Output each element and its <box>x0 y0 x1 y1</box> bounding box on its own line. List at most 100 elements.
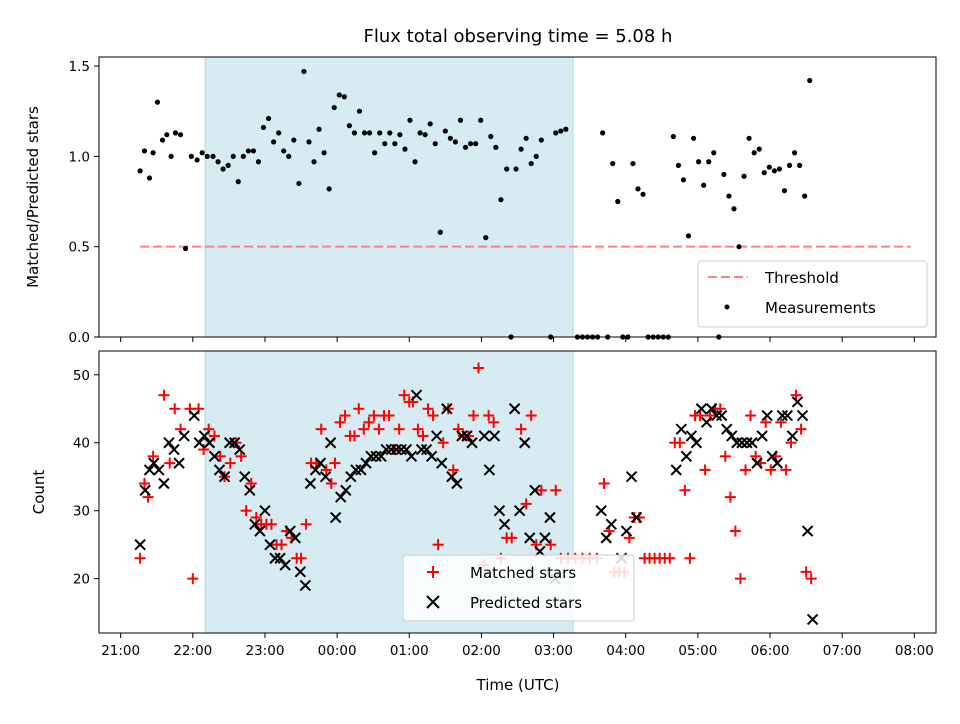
matched-star-point <box>790 389 802 401</box>
measurement-point <box>680 177 687 183</box>
measurement-point <box>447 135 453 141</box>
bottom-y-tick-label: 40 <box>73 436 90 452</box>
bottom-legend-box <box>402 554 635 622</box>
predicted-star-point <box>139 484 151 497</box>
predicted-star-point <box>244 484 256 497</box>
measurement-point <box>493 144 499 150</box>
predicted-star-point <box>228 437 241 449</box>
predicted-star-point <box>539 532 551 544</box>
measurement-point <box>498 197 504 203</box>
measurement-point <box>361 130 368 136</box>
matched-star-point <box>427 410 439 422</box>
matched-star-point <box>295 552 307 564</box>
x-tick-label: 22:00 <box>173 643 212 659</box>
predicted-star-point <box>751 457 763 469</box>
measurement-point <box>141 148 148 154</box>
measurement-point <box>387 130 393 136</box>
measurement-point <box>392 141 398 147</box>
matched-star-point <box>535 484 547 496</box>
predicted-star-point <box>781 409 794 422</box>
matched-star-point <box>169 403 181 415</box>
measurement-point <box>736 244 742 250</box>
measurement-point <box>538 137 544 143</box>
predicted-star-point <box>168 443 180 456</box>
matched-star-point <box>276 539 288 551</box>
predicted-star-point <box>746 437 758 449</box>
matched-star-point <box>245 478 257 490</box>
predicted-star-point <box>766 450 778 463</box>
measurement-point <box>640 191 646 197</box>
measurement-point <box>154 99 161 105</box>
predicted-star-point <box>410 389 423 401</box>
measurement-point <box>172 130 179 136</box>
measurement-point <box>615 198 621 205</box>
predicted-star-point <box>705 403 718 415</box>
measurement-point <box>442 128 448 134</box>
measurement-point <box>533 153 539 159</box>
measurement-point <box>291 137 297 143</box>
measurement-point <box>177 132 184 138</box>
measurement-point <box>250 148 257 154</box>
predicted-star-point <box>143 464 156 476</box>
matched-star-point <box>520 498 532 510</box>
top-x-ticks <box>120 337 915 342</box>
predicted-star-point <box>690 437 703 449</box>
predicted-star-point <box>279 559 291 571</box>
top-legend-box <box>697 260 928 328</box>
predicted-star-point <box>314 457 327 469</box>
measurement-point <box>685 233 692 239</box>
matched-star-point <box>412 423 424 435</box>
matched-star-point <box>467 410 479 422</box>
predicted-star-point <box>451 477 463 490</box>
measurement-point <box>137 168 143 174</box>
measurement-point <box>150 150 156 156</box>
measurement-point <box>372 150 378 156</box>
matched-star-point <box>329 457 341 469</box>
predicted-star-point <box>153 464 165 476</box>
predicted-star-point <box>710 409 723 422</box>
top-y-tick-label: 1.0 <box>69 149 90 165</box>
predicted-star-point <box>259 504 271 517</box>
matched-star-point <box>506 532 518 544</box>
predicted-star-point <box>420 443 433 456</box>
predicted-star-point <box>370 450 382 463</box>
predicted-star-point <box>595 504 607 517</box>
predicted-star-point <box>680 450 693 463</box>
matched-star-point <box>488 416 500 428</box>
predicted-star-point <box>223 437 236 449</box>
measurement-point <box>306 139 312 145</box>
measurement-point <box>296 180 302 187</box>
predicted-star-point <box>239 471 251 483</box>
predicted-star-point <box>324 437 337 449</box>
predicted-star-point <box>731 437 743 449</box>
x-axis-label: Time (UTC) <box>476 676 560 694</box>
bottom-axes-frame <box>98 350 937 634</box>
matched-star-point <box>785 437 797 449</box>
matched-star-point <box>417 430 429 442</box>
legend-threshold-label: Threshold <box>764 269 839 287</box>
matched-star-point <box>320 464 332 476</box>
measurement-point <box>721 171 727 178</box>
matched-star-point <box>265 518 277 530</box>
measurement-point <box>182 245 189 252</box>
top-y-ticks: 0.0 0.5 1.0 1.5 <box>69 59 99 346</box>
x-tick-label: 04:00 <box>606 643 645 659</box>
matched-star-point <box>368 410 380 422</box>
matched-star-point <box>147 450 159 462</box>
measurement-point <box>281 148 287 154</box>
predicted-star-point <box>254 525 266 537</box>
matched-star-point <box>684 552 696 564</box>
predicted-star-point <box>213 464 226 476</box>
measurement-point <box>761 170 767 176</box>
matched-star-point <box>483 410 495 422</box>
predicted-star-point <box>529 484 541 497</box>
measurement-point <box>188 153 194 159</box>
measurement-point <box>286 153 292 159</box>
predicted-star-point <box>761 409 773 422</box>
measurement-point <box>168 153 174 159</box>
measurement-point <box>802 193 808 199</box>
predicted-star-point <box>483 464 496 476</box>
measurement-point <box>321 150 327 156</box>
measurement-point <box>336 92 342 98</box>
legend-matched-label: Matched stars <box>470 564 576 582</box>
